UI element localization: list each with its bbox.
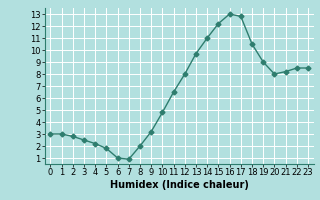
X-axis label: Humidex (Indice chaleur): Humidex (Indice chaleur)	[110, 180, 249, 190]
